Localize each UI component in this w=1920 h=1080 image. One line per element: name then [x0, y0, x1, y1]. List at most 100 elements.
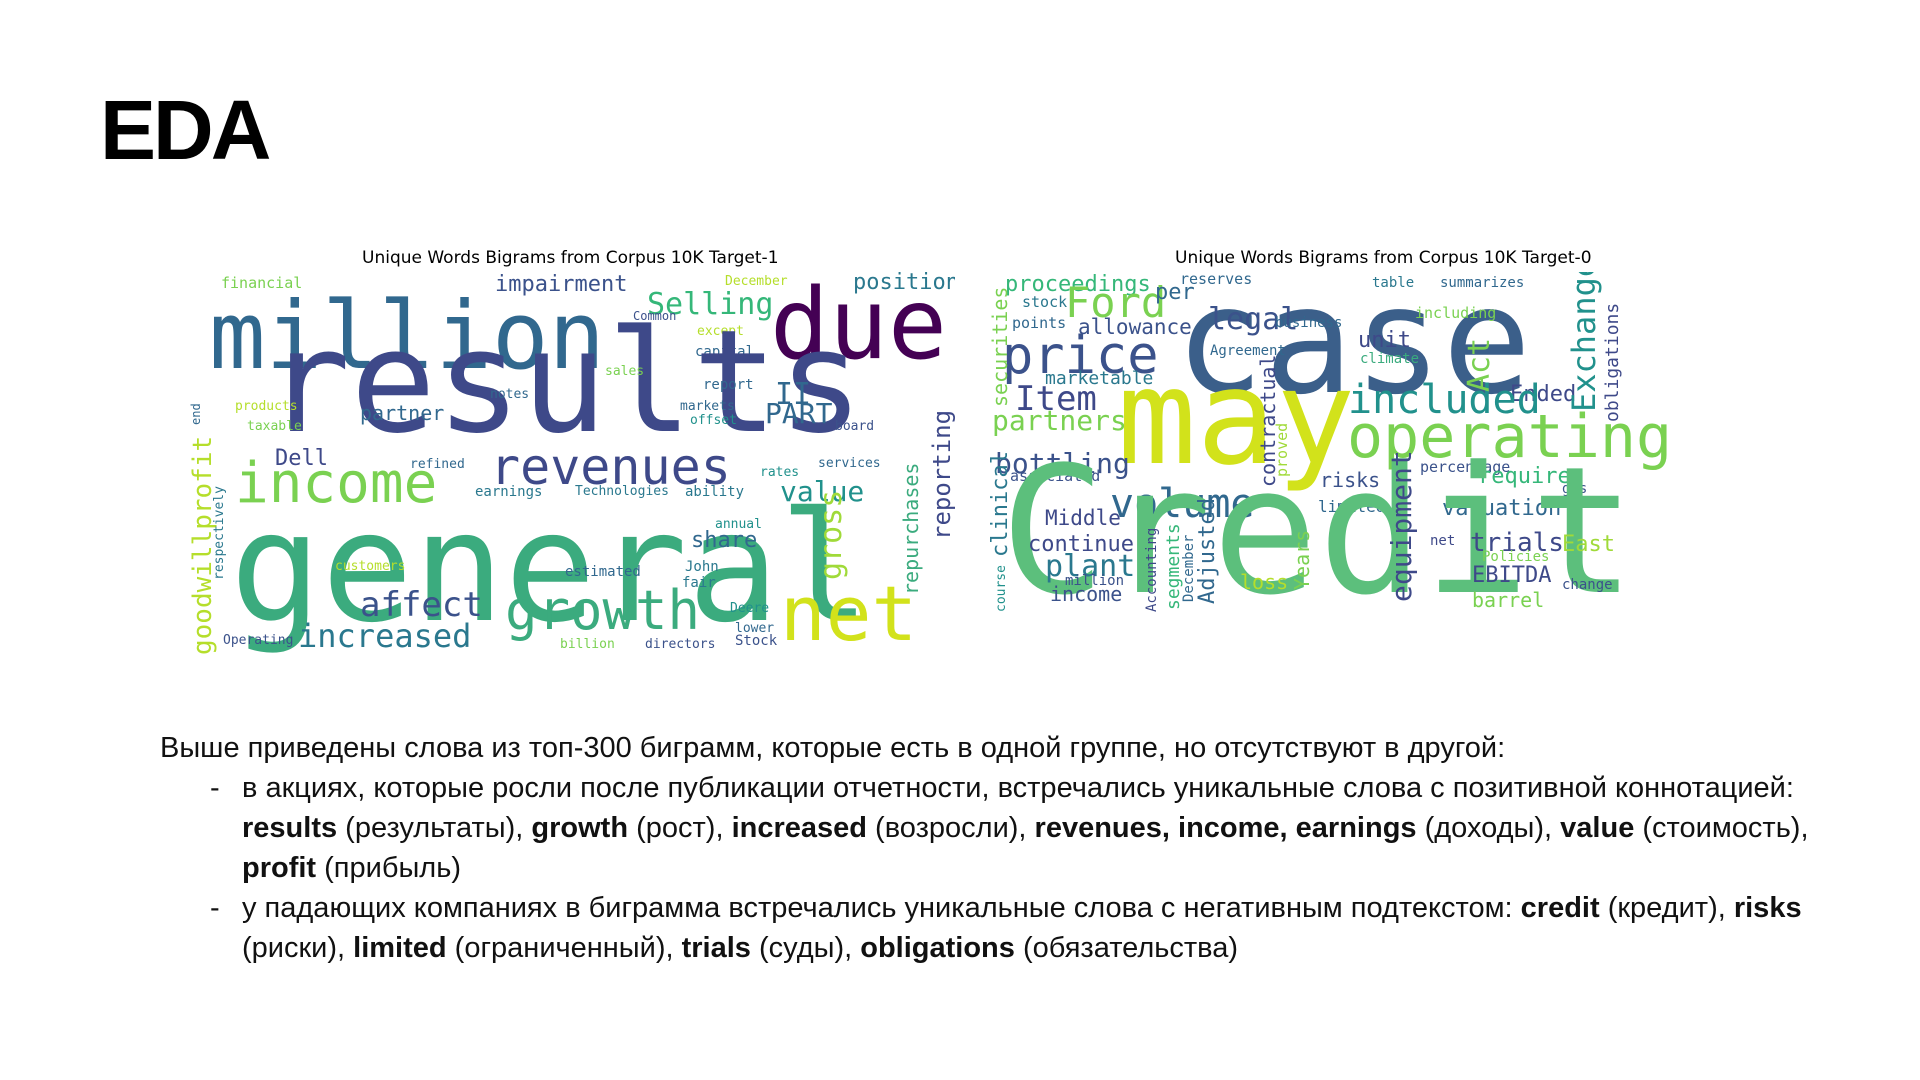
cloud-word: stock — [1022, 293, 1068, 311]
cloud-word: billion — [560, 637, 615, 652]
cloud-word: gross — [814, 489, 849, 580]
cloud-word: associated — [1010, 467, 1101, 485]
cloud-word: growth — [505, 579, 701, 642]
cloud-word: proceedings — [1005, 272, 1151, 297]
cloud-word: taxable — [247, 419, 302, 434]
cloud-word: net — [1430, 533, 1456, 549]
cloud-word: loss — [1240, 570, 1289, 594]
bullet-text: (риски), — [242, 932, 354, 964]
cloud-word: including — [1415, 304, 1497, 322]
cloud-word: points — [1012, 314, 1067, 332]
keyword: revenues, income, earnings — [1034, 812, 1417, 844]
cloud-word: repurchases — [899, 462, 923, 595]
bullet-text: у падающих компаниях в биграмма встречал… — [242, 892, 1521, 924]
cloud-word: require — [1478, 464, 1571, 489]
cloud-word: financial — [221, 274, 303, 292]
cloud-caption-target-0: Unique Words Bigrams from Corpus 10K Tar… — [1175, 248, 1592, 268]
bullet-list: - в акциях, которые росли после публикац… — [160, 768, 1880, 968]
cloud-word: products — [235, 399, 298, 414]
cloud-word: directors — [645, 637, 716, 652]
bullet-dash: - — [210, 892, 220, 924]
cloud-word: revenues — [490, 438, 731, 496]
cloud-word: Technologies — [575, 484, 669, 499]
cloud-word: legal — [1208, 302, 1299, 337]
cloud-word: rates — [760, 465, 800, 480]
cloud-word: Adjusted — [1195, 498, 1220, 604]
cloud-word: may — [1117, 341, 1356, 495]
cloud-word: Credit — [1000, 429, 1636, 634]
cloud-word: end — [189, 403, 203, 425]
cloud-word: markets — [680, 399, 735, 414]
cloud-word: plant — [1045, 549, 1136, 584]
word-cloud-target-0: proceedings reserves table summarizes stock F… — [990, 272, 1770, 667]
cloud-word: lower — [735, 621, 775, 636]
cloud-word: Common — [633, 309, 677, 323]
cloud-word: estimated — [565, 564, 641, 580]
bullet-text: (обязательства) — [1014, 932, 1239, 964]
cloud-word: barrel — [1472, 588, 1545, 612]
cloud-word: services — [818, 456, 881, 471]
keyword: increased — [731, 812, 867, 844]
cloud-word: sales — [605, 364, 645, 379]
cloud-word: net — [780, 569, 918, 658]
cloud-word: except — [697, 324, 744, 339]
cloud-word: impairment — [495, 272, 628, 297]
cloud-word: Years — [1290, 529, 1314, 590]
keyword: risks — [1733, 892, 1802, 924]
bullet-negative: - у падающих компаниях в биграмма встреч… — [160, 888, 1880, 968]
cloud-word: East — [1562, 532, 1615, 557]
cloud-word: refined — [410, 457, 465, 472]
cloud-word: PART — [765, 397, 833, 430]
cloud-word: board — [835, 419, 875, 434]
cloud-word: share — [691, 528, 758, 553]
cloud-word: annual — [715, 517, 762, 532]
cloud-word: offset — [690, 413, 737, 428]
cloud-word: volume — [1110, 481, 1255, 527]
cloud-word: allowance — [1078, 315, 1192, 339]
bullet-dash: - — [210, 772, 220, 804]
cloud-word: Policies — [1482, 549, 1550, 565]
cloud-word: report — [703, 377, 754, 393]
cloud-word: fair — [682, 575, 716, 591]
cloud-word: John — [685, 559, 719, 575]
cloud-word: limited — [1318, 497, 1386, 516]
keyword: value — [1560, 812, 1635, 844]
cloud-word: Act — [1462, 337, 1497, 392]
cloud-word: partners — [992, 404, 1127, 437]
cloud-word: income — [1050, 582, 1123, 606]
cloud-word: Middle — [1045, 506, 1121, 530]
bullet-text: (возросли), — [867, 812, 1035, 844]
slide-title: EDA — [100, 83, 271, 177]
cloud-word: respectively — [212, 486, 227, 580]
bullet-text: (результаты), — [337, 812, 532, 844]
cloud-word: Deere — [730, 601, 770, 616]
cloud-word: capital — [695, 344, 755, 360]
bullet-text: (прибыль) — [316, 852, 461, 884]
cloud-word: change — [1562, 577, 1613, 593]
cloud-word: December — [1181, 534, 1197, 602]
cloud-caption-target-1: Unique Words Bigrams from Corpus 10K Tar… — [362, 248, 779, 268]
cloud-word: Item — [1015, 379, 1097, 419]
bullet-text: (суды), — [750, 932, 861, 964]
cloud-word: per — [1155, 280, 1195, 305]
cloud-word: Dell — [275, 446, 328, 471]
cloud-word: earnings — [475, 484, 543, 500]
cloud-word: included — [1348, 377, 1541, 423]
word-cloud-target-1: financial impairment December position milli… — [185, 270, 955, 665]
cloud-word: reserves — [1180, 272, 1253, 288]
keyword: obligations — [860, 932, 1015, 964]
cloud-word: general — [230, 479, 871, 656]
cloud-word: securities — [990, 286, 1012, 407]
cloud-word: risks — [1320, 468, 1381, 492]
cloud-word: bottling — [995, 447, 1130, 480]
cloud-word: Ended — [1510, 382, 1577, 407]
cloud-word: Exchange — [1565, 272, 1603, 412]
bullet-text: (рост), — [628, 812, 732, 844]
cloud-word: gas — [1562, 481, 1588, 497]
keyword: results — [242, 812, 338, 844]
intro-paragraph: Выше приведены слова из топ-300 биграмм,… — [160, 732, 1506, 764]
cloud-word: Operating — [223, 633, 294, 648]
cloud-word: price — [1002, 326, 1159, 386]
cloud-word: case — [1175, 272, 1532, 427]
cloud-word: unit — [1358, 328, 1411, 353]
